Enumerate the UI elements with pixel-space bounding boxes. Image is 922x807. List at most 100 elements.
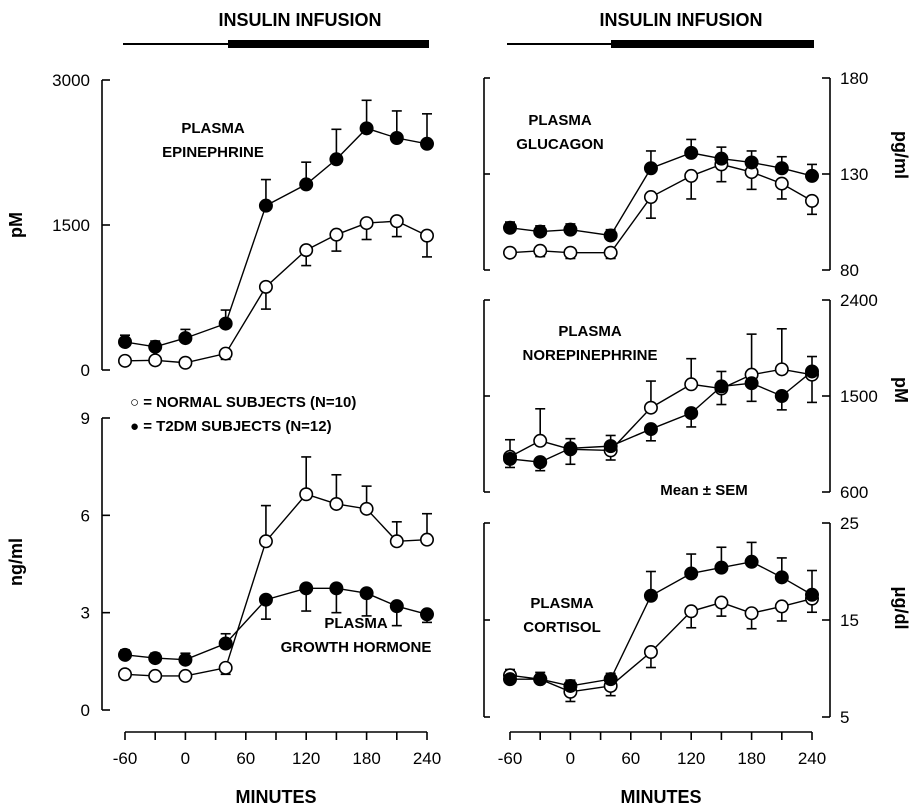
- glucagon-point-filled: [533, 224, 548, 239]
- cortisol-xtick-label: 60: [621, 749, 640, 768]
- norepinephrine-ytick-label: 2400: [840, 291, 878, 310]
- growth-hormone-point-open: [218, 660, 233, 675]
- cortisol-ytick-label: 25: [840, 514, 859, 533]
- glucagon-ytick-label: 180: [840, 69, 868, 88]
- cortisol-point-open: [774, 599, 789, 614]
- cortisol-xlabel: MINUTES: [621, 787, 702, 807]
- growth-hormone-point-filled: [178, 652, 193, 667]
- glucagon-point-filled: [502, 220, 517, 235]
- growth-hormone-ytick-label: 9: [81, 409, 90, 428]
- cortisol-xtick-label: 0: [566, 749, 575, 768]
- legend-normal: ○ = NORMAL SUBJECTS (N=10): [130, 394, 356, 411]
- epinephrine-ytick-label: 3000: [52, 71, 90, 90]
- growth-hormone-xtick-label: 0: [181, 749, 190, 768]
- cortisol-xtick-label: 180: [737, 749, 765, 768]
- epinephrine-panel-label: PLASMA: [181, 120, 245, 137]
- growth-hormone-xtick-label: 60: [236, 749, 255, 768]
- epinephrine-ytick-label: 0: [81, 361, 90, 380]
- norepinephrine-point-filled: [603, 439, 618, 454]
- norepinephrine-point-open: [684, 377, 699, 392]
- epinephrine-point-open: [299, 243, 314, 258]
- cortisol-ylabel: μg/dl: [891, 586, 911, 629]
- glucagon-point-filled: [603, 228, 618, 243]
- glucagon-series-line-filled: [509, 152, 813, 237]
- epinephrine-point-open: [118, 353, 133, 368]
- growth-hormone-point-filled: [389, 599, 404, 614]
- epinephrine-point-open: [148, 353, 163, 368]
- norepinephrine-ytick-label: 600: [840, 483, 868, 502]
- epinephrine-ytick-label: 1500: [52, 216, 90, 235]
- growth-hormone-point-open: [178, 668, 193, 683]
- right-insulin-title: INSULIN INFUSION: [599, 10, 762, 30]
- glucagon-ytick-label: 130: [840, 165, 868, 184]
- norepinephrine-panel-label: PLASMA: [558, 323, 622, 340]
- norepinephrine-point-filled: [502, 451, 517, 466]
- norepinephrine-ytick-label: 1500: [840, 387, 878, 406]
- norepinephrine-point-filled: [643, 422, 658, 437]
- cortisol-series-line-open: [509, 597, 813, 693]
- glucagon-point-open: [684, 168, 699, 183]
- glucagon-point-filled: [643, 161, 658, 176]
- growth-hormone-xlabel: MINUTES: [236, 787, 317, 807]
- epinephrine-series-line-open: [124, 220, 428, 364]
- epinephrine-point-filled: [118, 334, 133, 349]
- growth-hormone-xtick-label: 120: [292, 749, 320, 768]
- epinephrine-point-open: [178, 355, 193, 370]
- norepinephrine-point-filled: [744, 376, 759, 391]
- glucagon-point-filled: [744, 155, 759, 170]
- glucagon-point-filled: [563, 222, 578, 237]
- cortisol-point-filled: [603, 672, 618, 687]
- cortisol-xtick-label: 120: [677, 749, 705, 768]
- norepinephrine-point-filled: [684, 406, 699, 421]
- growth-hormone-point-open: [329, 496, 344, 511]
- glucagon-ylabel: pg/ml: [891, 131, 911, 179]
- epinephrine-point-filled: [299, 177, 314, 192]
- cortisol-point-filled: [502, 672, 517, 687]
- growth-hormone-point-open: [419, 532, 434, 547]
- epinephrine-point-filled: [178, 331, 193, 346]
- glucagon-point-filled: [804, 168, 819, 183]
- mean-sem-note: Mean ± SEM: [660, 482, 747, 499]
- cortisol-point-open: [643, 645, 658, 660]
- glucagon-point-open: [563, 245, 578, 260]
- panel-epinephrine: 0 1500 3000 pM PLASMA EPINEPHRINE: [6, 71, 434, 380]
- norepinephrine-series-line-open: [509, 368, 813, 458]
- norepinephrine-point-filled: [714, 379, 729, 394]
- norepinephrine-series-line-filled: [509, 370, 813, 463]
- growth-hormone-point-filled: [148, 651, 163, 666]
- growth-hormone-point-filled: [419, 607, 434, 622]
- growth-hormone-ytick-label: 3: [81, 604, 90, 623]
- norepinephrine-point-open: [643, 400, 658, 415]
- epinephrine-series-line-filled: [124, 127, 428, 348]
- norepinephrine-point-filled: [563, 441, 578, 456]
- norepinephrine-point-open: [533, 433, 548, 448]
- growth-hormone-point-open: [359, 501, 374, 516]
- growth-hormone-point-open: [148, 668, 163, 683]
- epinephrine-point-filled: [218, 316, 233, 331]
- cortisol-panel-label: CORTISOL: [523, 619, 601, 636]
- epinephrine-panel-label: EPINEPHRINE: [162, 144, 264, 161]
- growth-hormone-xtick-label: -60: [113, 749, 138, 768]
- cortisol-xtick-label: -60: [498, 749, 523, 768]
- left-infusion-bar: [123, 40, 429, 48]
- norepinephrine-point-filled: [533, 455, 548, 470]
- growth-hormone-point-filled: [359, 586, 374, 601]
- growth-hormone-series-line-open: [124, 493, 428, 677]
- epinephrine-point-filled: [258, 198, 273, 213]
- growth-hormone-point-filled: [118, 647, 133, 662]
- epinephrine-point-open: [359, 216, 374, 231]
- growth-hormone-ytick-label: 6: [81, 506, 90, 525]
- panel-cortisol: 5 15 25 μg/dl -60 0 60 120 180 240 MINUTES PLASMA CO…: [483, 514, 911, 807]
- glucagon-point-filled: [774, 161, 789, 176]
- glucagon-panel-label: GLUCAGON: [516, 136, 604, 153]
- panel-growth-hormone: 0 3 6 9 ng/ml -60 0 60 120 180 240 MINUTES PLASMA GRO…: [6, 409, 441, 807]
- epinephrine-point-open: [258, 279, 273, 294]
- growth-hormone-point-open: [299, 487, 314, 502]
- glucagon-panel-label: PLASMA: [528, 112, 592, 129]
- glucagon-point-filled: [684, 145, 699, 160]
- cortisol-point-filled: [744, 554, 759, 569]
- norepinephrine-point-open: [774, 362, 789, 377]
- epinephrine-point-filled: [329, 152, 344, 167]
- cortisol-point-open: [744, 606, 759, 621]
